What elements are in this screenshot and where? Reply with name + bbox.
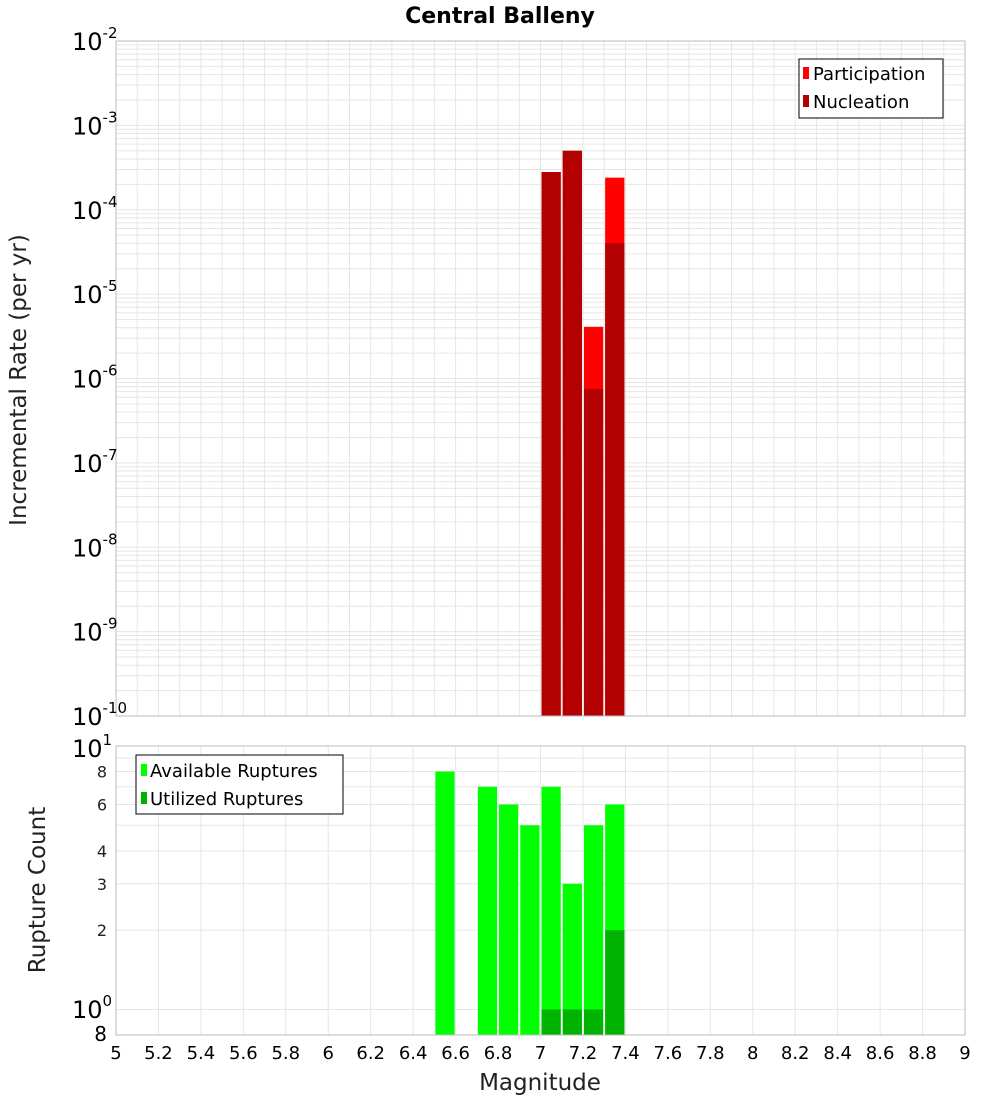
magnitude-x-tick-label: 7.4 <box>611 1043 640 1064</box>
rate-bars <box>541 150 625 717</box>
magnitude-x-tick-label: 8.4 <box>823 1043 852 1064</box>
magnitude-x-tick-label: 8.2 <box>781 1043 810 1064</box>
magnitude-x-tick-label: 7.6 <box>654 1043 683 1064</box>
count-legend: Available Ruptures Utilized Ruptures <box>135 754 344 815</box>
magnitude-x-tick-label: 9 <box>959 1043 970 1064</box>
rate-y-tick-label: 10-6 <box>72 362 118 394</box>
rate-y-tick-label: 10-3 <box>72 108 118 140</box>
magnitude-x-tick-label: 6.4 <box>399 1043 428 1064</box>
x-axis-label: Magnitude <box>479 1070 601 1096</box>
count-panel: 8 6 4 3 2 5 5.2 5.4 5.6 5.8 6 6.2 6.4 6.6 6.8 7 7.2 7.4 7… <box>97 745 971 1064</box>
count-y-edge-labels: 101 100 8 <box>72 731 112 1046</box>
magnitude-x-tick-label: 8.8 <box>908 1043 937 1064</box>
utilized-rupture-bar <box>562 1009 582 1035</box>
count-y-tick-label: 8 <box>97 763 107 782</box>
magnitude-x-tick-label: 5.8 <box>271 1043 300 1064</box>
magnitude-x-tick-label: 6.8 <box>484 1043 513 1064</box>
nucleation-legend-label: Nucleation <box>813 92 909 113</box>
available-rupture-bar <box>499 804 519 1035</box>
participation-legend-swatch <box>803 67 809 79</box>
nucleation-bar <box>583 389 604 716</box>
magnitude-x-tick-label: 5.6 <box>229 1043 258 1064</box>
rate-panel: 10-2 10-3 10-4 10-5 10-6 10-7 10-8 10-9 10-10 <box>72 24 966 731</box>
count-y-tick-label: 2 <box>97 921 107 940</box>
rate-y-tick-label: 10-4 <box>72 193 118 225</box>
magnitude-x-tick-label: 7.8 <box>696 1043 725 1064</box>
count-y-top-label: 101 <box>72 731 112 763</box>
nucleation-bar <box>541 172 561 716</box>
rate-y-tick-label: 10-10 <box>72 699 127 731</box>
count-y-tick-label: 3 <box>97 875 107 894</box>
chart-title: Central Balleny <box>405 4 595 29</box>
rate-y-tick-label: 10-8 <box>72 530 118 562</box>
utilized-rupture-bar <box>605 930 625 1035</box>
available-rupture-bar <box>583 825 604 1035</box>
utilized-legend-swatch <box>141 792 147 804</box>
magnitude-x-tick-label: 5.4 <box>187 1043 216 1064</box>
rate-y-ticks: 10-2 10-3 10-4 10-5 10-6 10-7 10-8 10-9 10-10 <box>72 24 127 731</box>
available-legend-label: Available Ruptures <box>150 761 318 782</box>
magnitude-x-tick-label: 7 <box>535 1043 546 1064</box>
available-rupture-bar <box>520 825 540 1035</box>
count-y-ticks: 8 6 4 3 2 <box>97 763 107 941</box>
rate-y-axis-label: Incremental Rate (per yr) <box>6 234 32 526</box>
available-rupture-bar <box>562 883 582 1035</box>
available-rupture-bar <box>541 786 561 1035</box>
count-bars <box>435 771 625 1035</box>
count-y-mid-label: 100 <box>72 992 112 1024</box>
rate-plot-frame <box>115 40 966 717</box>
available-rupture-bar <box>435 771 455 1035</box>
magnitude-x-tick-label: 7.2 <box>569 1043 598 1064</box>
magnitude-x-tick-label: 8.6 <box>866 1043 895 1064</box>
count-y-axis-label: Rupture Count <box>25 807 51 973</box>
available-rupture-bar <box>477 786 498 1035</box>
rate-y-tick-label: 10-2 <box>72 24 118 56</box>
rate-grid <box>115 41 966 717</box>
magnitude-x-tick-label: 5.2 <box>144 1043 173 1064</box>
utilized-legend-label: Utilized Ruptures <box>150 789 303 810</box>
rate-y-tick-label: 10-5 <box>72 277 118 309</box>
rate-y-tick-label: 10-7 <box>72 446 118 478</box>
count-y-bottom-label: 8 <box>94 1022 107 1046</box>
rate-legend: Participation Nucleation <box>798 58 944 119</box>
nucleation-bar <box>605 243 625 717</box>
count-y-tick-label: 6 <box>97 795 107 814</box>
magnitude-x-ticks: 5 5.2 5.4 5.6 5.8 6 6.2 6.4 6.6 6.8 7 7.2 7.4 7.6 7.8 8… <box>110 1043 970 1064</box>
magnitude-x-tick-label: 5 <box>110 1043 121 1064</box>
magnitude-x-tick-label: 6 <box>323 1043 334 1064</box>
magnitude-x-tick-label: 6.6 <box>441 1043 470 1064</box>
available-legend-swatch <box>141 764 147 776</box>
rate-y-tick-label: 10-9 <box>72 615 118 647</box>
nucleation-legend-swatch <box>803 95 809 107</box>
utilized-rupture-bar <box>583 1009 604 1035</box>
count-y-tick-label: 4 <box>97 842 107 861</box>
utilized-rupture-bar <box>541 1009 561 1035</box>
rate-legend-box <box>798 58 944 119</box>
participation-legend-label: Participation <box>813 64 925 85</box>
magnitude-x-tick-label: 6.2 <box>356 1043 385 1064</box>
magnitude-x-tick-label: 8 <box>747 1043 758 1064</box>
count-legend-box <box>135 754 344 815</box>
count-plot-frame <box>115 745 966 1036</box>
nucleation-bar <box>562 150 582 716</box>
